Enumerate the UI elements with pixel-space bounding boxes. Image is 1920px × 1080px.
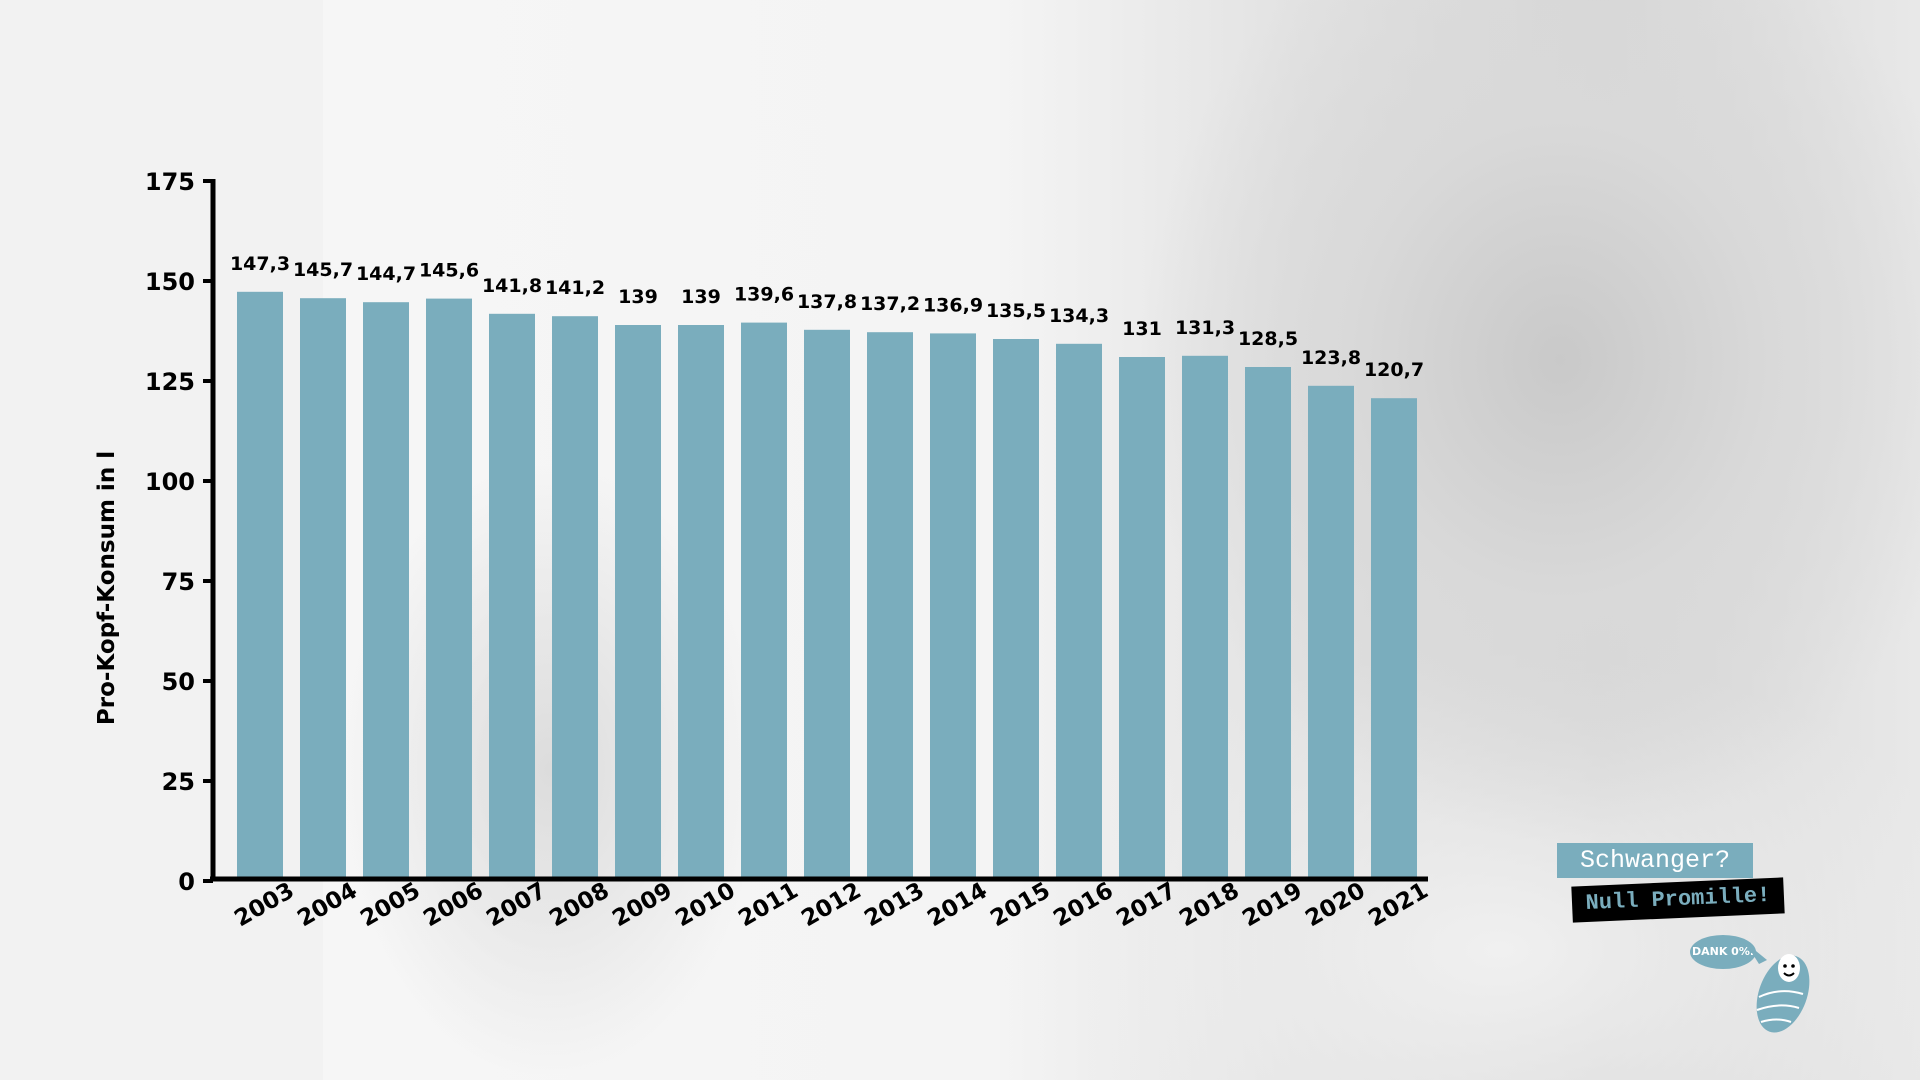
x-tick-label: 2006 (419, 878, 487, 933)
bar-2013 (867, 332, 913, 877)
x-tick-label: 2007 (482, 878, 550, 933)
x-tick-label: 2018 (1175, 878, 1243, 933)
data-label: 123,8 (1301, 347, 1361, 369)
bar-2010 (678, 325, 724, 877)
bar-2004 (300, 298, 346, 877)
x-tick-label: 2005 (356, 878, 424, 933)
data-label: 134,3 (1049, 305, 1109, 327)
data-label: 145,7 (293, 259, 353, 281)
y-axis-label: Pro-Kopf-Konsum in l (94, 451, 120, 725)
data-label: 147,3 (230, 253, 290, 275)
bar-2009 (615, 325, 661, 877)
x-tick-label: 2010 (671, 878, 739, 933)
data-label: 128,5 (1238, 328, 1298, 350)
data-label: 131,3 (1175, 317, 1235, 339)
y-tick-label: 100 (145, 468, 195, 496)
y-tick-label: 0 (178, 868, 195, 896)
logo-null-promille-text: Null Promille! (1571, 877, 1785, 923)
x-tick-label: 2016 (1049, 878, 1117, 933)
y-tick-label: 125 (145, 368, 195, 396)
x-tick-label: 2014 (923, 878, 991, 933)
x-tick-label: 2020 (1301, 878, 1369, 933)
campaign-logo: Schwanger? Null Promille! DANK 0%. (1555, 842, 1815, 1033)
x-tick-label: 2012 (797, 878, 865, 933)
swaddled-baby-icon (1745, 942, 1810, 1033)
bar-2016 (1056, 343, 1102, 877)
bar-2018 (1182, 355, 1228, 877)
bar-2012 (804, 329, 850, 877)
data-label: 136,9 (923, 294, 983, 316)
y-tick-label: 75 (162, 568, 195, 596)
x-tick-label: 2019 (1238, 878, 1306, 933)
x-tick-label: 2013 (860, 878, 928, 933)
bar-2015 (993, 339, 1039, 877)
bar-2005 (363, 302, 409, 877)
x-tick-label: 2015 (986, 878, 1054, 933)
y-tick-label: 50 (162, 668, 195, 696)
data-label: 137,2 (860, 293, 920, 315)
y-tick-label: 175 (145, 168, 195, 196)
bar-2020 (1308, 385, 1354, 877)
x-tick-label: 2009 (608, 878, 676, 933)
data-label: 131 (1122, 318, 1162, 340)
data-label: 141,2 (545, 277, 605, 299)
bar-2017 (1119, 357, 1165, 877)
x-tick-label: 2011 (734, 878, 802, 933)
bar-2006 (426, 298, 472, 878)
y-tick-label: 150 (145, 268, 195, 296)
data-label: 139,6 (734, 284, 794, 306)
x-tick-label: 2021 (1364, 878, 1432, 933)
data-label: 145,6 (419, 260, 479, 282)
logo-schwanger-text: Schwanger? (1557, 843, 1753, 878)
speech-bubble: DANK 0%. (1690, 935, 1756, 969)
x-tick-label: 2017 (1112, 878, 1180, 933)
bar-2008 (552, 316, 598, 877)
bar-2007 (489, 313, 535, 877)
data-label: 144,7 (356, 263, 416, 285)
data-label: 139 (618, 286, 658, 308)
data-label: 135,5 (986, 300, 1046, 322)
x-tick-label: 2008 (545, 878, 613, 933)
x-tick-label: 2003 (230, 878, 298, 933)
x-tick-label: 2004 (293, 878, 361, 933)
y-tick-label: 25 (162, 768, 195, 796)
bar-2021 (1371, 398, 1417, 877)
bar-2019 (1245, 367, 1291, 877)
data-label: 141,8 (482, 275, 542, 297)
data-label: 120,7 (1364, 359, 1424, 381)
data-label: 139 (681, 286, 721, 308)
bar-2014 (930, 333, 976, 877)
bar-2011 (741, 322, 787, 878)
data-label: 137,8 (797, 291, 857, 313)
bar-2003 (237, 291, 283, 877)
